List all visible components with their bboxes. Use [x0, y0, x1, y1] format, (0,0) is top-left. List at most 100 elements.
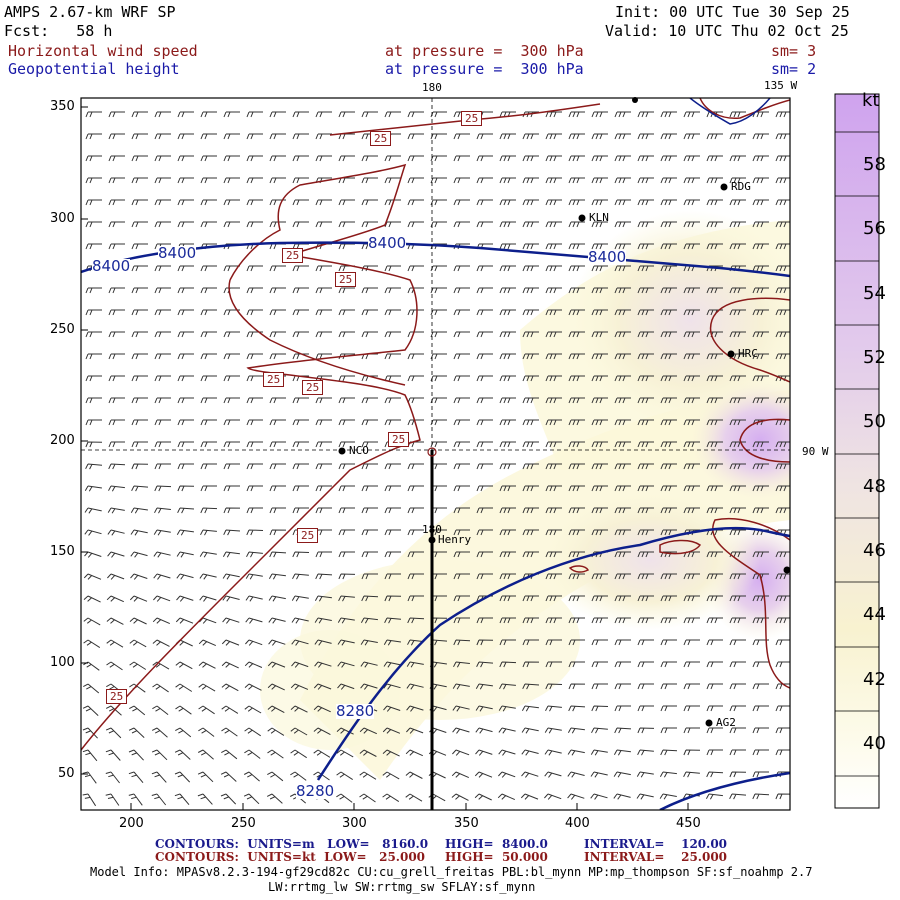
- wind-barb: [497, 793, 516, 801]
- wind-barb: [128, 727, 145, 738]
- x-tick-label: 350: [454, 816, 479, 831]
- wind-barb: [453, 485, 470, 492]
- cross-section-origin[interactable]: [427, 447, 437, 457]
- wind-barb: [85, 243, 102, 250]
- wind-barb: [614, 155, 631, 162]
- colorbar: [834, 93, 880, 809]
- wind-barb: [752, 507, 769, 514]
- wind-barb: [683, 727, 700, 734]
- wind-barb: [568, 221, 585, 228]
- wind-barb: [382, 771, 400, 780]
- height-contour-8280: [316, 526, 790, 781]
- wind-barb: [660, 265, 677, 272]
- wind-barb: [476, 331, 493, 338]
- wind-barb: [384, 287, 401, 294]
- wind-barb: [752, 265, 769, 272]
- wind-barb: [198, 639, 217, 647]
- wind-barb: [522, 353, 539, 360]
- wind-barb: [292, 199, 309, 206]
- wind-barb: [545, 507, 562, 514]
- wind-barb: [660, 661, 677, 668]
- footer-height-contours: CONTOURS: UNITS=m LOW= 8160.0: [155, 837, 429, 851]
- wind-barb: [614, 705, 631, 712]
- wind-barb: [338, 331, 355, 338]
- wind-barb: [151, 749, 168, 761]
- speed-contour-25: [739, 418, 790, 463]
- wind-barb: [729, 155, 746, 162]
- wind-barb: [108, 309, 125, 316]
- wind-barb: [660, 287, 677, 294]
- wind-barb: [131, 243, 148, 250]
- wind-barb: [290, 771, 307, 781]
- wind-barb: [522, 243, 539, 250]
- wind-barb: [568, 529, 585, 536]
- wind-barb: [729, 419, 746, 426]
- wind-barb: [614, 463, 631, 470]
- wind-barb: [568, 595, 585, 602]
- wind-barb: [476, 573, 493, 580]
- wind-barb: [384, 155, 401, 162]
- wind-barb: [82, 705, 99, 716]
- wind-barb: [775, 551, 790, 558]
- wind-barb: [637, 265, 654, 272]
- wind-barb: [266, 793, 283, 804]
- wind-barb: [729, 771, 747, 778]
- wind-barb: [361, 331, 378, 338]
- wind-barb: [499, 529, 516, 536]
- wind-barb: [568, 463, 585, 470]
- wind-barb: [246, 221, 263, 228]
- wind-barb: [752, 111, 769, 118]
- wind-barb: [660, 221, 677, 228]
- valid-time: Valid: 10 UTC Thu 02 Oct 25: [605, 22, 849, 40]
- wind-barb: [407, 111, 424, 118]
- footer-height-high: HIGH= 8400.0: [445, 837, 548, 851]
- wind-barb: [106, 595, 125, 603]
- wind-barb: [154, 265, 171, 272]
- wind-barb: [683, 133, 700, 140]
- wind-barb: [430, 353, 447, 360]
- wind-barb: [499, 463, 516, 470]
- wind-barb: [221, 727, 238, 737]
- speed-label: 25: [302, 380, 324, 395]
- wind-barb: [246, 551, 263, 558]
- wind-barb: [131, 309, 148, 316]
- colorbar-label: 44: [863, 604, 886, 625]
- wind-barb: [545, 485, 562, 492]
- wind-barb: [499, 309, 516, 316]
- wind-barb: [338, 463, 355, 470]
- wind-barb: [706, 551, 723, 558]
- wind-barb: [660, 683, 677, 690]
- wind-barb: [405, 749, 424, 757]
- wind-barb: [775, 309, 790, 316]
- wind-barb: [175, 705, 192, 715]
- wind-barb: [476, 463, 493, 470]
- wind-barb: [221, 683, 239, 692]
- wind-barb: [637, 661, 654, 668]
- axis-ticks: [81, 106, 689, 810]
- wind-barb: [154, 331, 171, 338]
- wind-barb: [568, 705, 586, 712]
- wind-barb: [361, 573, 378, 580]
- wind-barb: [407, 463, 424, 470]
- wind-barb: [223, 463, 240, 470]
- wind-barb: [200, 441, 217, 448]
- wind-barb: [361, 111, 378, 118]
- wind-barb: [545, 705, 562, 712]
- wind-barb: [729, 661, 746, 668]
- y-tick-label: 300: [50, 211, 75, 226]
- wind-barb: [637, 705, 654, 712]
- wind-barb: [499, 551, 516, 558]
- wind-barb: [683, 287, 700, 294]
- wind-barb: [336, 771, 353, 781]
- wind-barb: [775, 177, 790, 184]
- wind-barb: [752, 485, 769, 492]
- wind-barb: [522, 331, 539, 338]
- wind-barb: [360, 617, 378, 624]
- wind-barb: [200, 221, 217, 228]
- wind-barb: [452, 705, 470, 712]
- wind-barb: [613, 771, 631, 778]
- wind-barb: [406, 683, 424, 690]
- wind-barb: [522, 617, 539, 624]
- wind-barb: [614, 331, 631, 338]
- wind-barb: [660, 595, 677, 602]
